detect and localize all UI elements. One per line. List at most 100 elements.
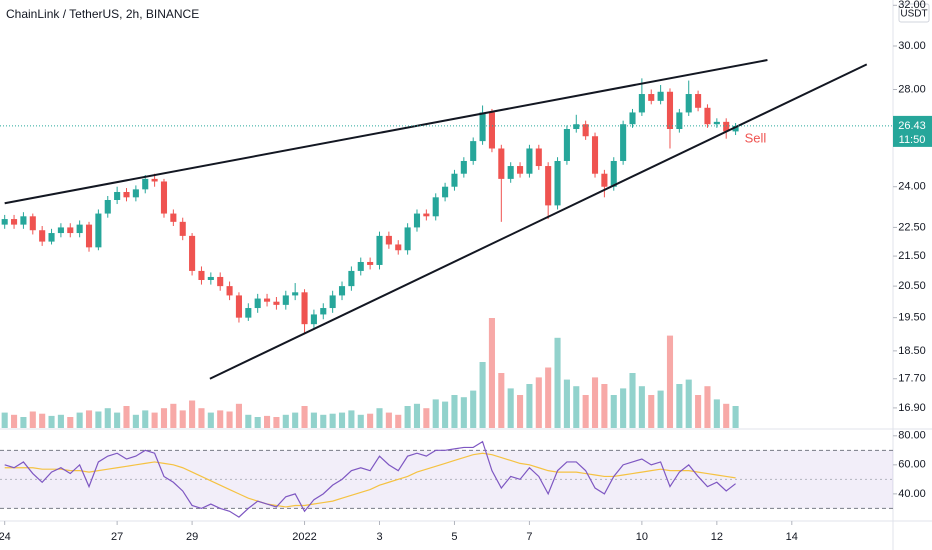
volume-bar bbox=[498, 373, 505, 428]
volume-bar bbox=[264, 415, 271, 428]
volume-bar bbox=[132, 414, 139, 428]
volume-bar bbox=[638, 386, 645, 428]
volume-bar bbox=[507, 388, 514, 428]
trendline bbox=[4, 59, 768, 205]
volume-bar bbox=[189, 400, 196, 428]
volume-bar bbox=[451, 395, 458, 428]
volume-bar bbox=[301, 406, 308, 428]
candle-body bbox=[217, 276, 224, 287]
volume-bar bbox=[367, 413, 374, 428]
candle-body bbox=[357, 261, 364, 271]
last-price-label: 26.43 bbox=[898, 120, 926, 132]
volume-bar bbox=[685, 379, 692, 428]
candle-body bbox=[310, 314, 317, 325]
volume-bar bbox=[695, 395, 702, 428]
candle-body bbox=[620, 124, 627, 161]
candle-body bbox=[451, 173, 458, 187]
volume-bar bbox=[85, 410, 93, 428]
volume-bar bbox=[235, 403, 242, 428]
volume-bar bbox=[292, 412, 299, 428]
volume-bar bbox=[338, 412, 346, 428]
candle-body bbox=[292, 292, 299, 296]
candle-body bbox=[404, 227, 411, 251]
volume-bar bbox=[488, 318, 495, 428]
volume-bar bbox=[676, 384, 683, 428]
candle-body bbox=[76, 224, 83, 234]
volume-bar bbox=[39, 413, 46, 428]
candle-body bbox=[601, 173, 608, 187]
y-tick-label: 20.50 bbox=[898, 280, 926, 292]
candle-body bbox=[488, 112, 495, 149]
volume-bar bbox=[517, 395, 524, 428]
chart-title: ChainLink / TetherUS, 2h, BINANCE bbox=[6, 7, 199, 21]
candle-body bbox=[114, 191, 121, 200]
candle-body bbox=[704, 107, 711, 125]
candle-body bbox=[11, 219, 18, 225]
rsi-tick-label: 60.00 bbox=[898, 459, 926, 471]
y-tick-label: 18.50 bbox=[898, 345, 926, 357]
volume-bar bbox=[160, 408, 168, 428]
candle-body bbox=[685, 94, 692, 113]
x-tick-label: 29 bbox=[186, 531, 198, 543]
candle-body bbox=[151, 178, 158, 182]
currency-box bbox=[898, 3, 930, 23]
candle-body bbox=[695, 94, 702, 108]
volume-bar bbox=[348, 410, 355, 428]
volume-bar bbox=[526, 384, 533, 428]
volume-bar bbox=[123, 406, 130, 428]
x-tick-label: 3 bbox=[376, 531, 382, 543]
candle-body bbox=[563, 129, 570, 161]
volume-bar bbox=[545, 367, 552, 428]
volume-bar bbox=[423, 408, 430, 428]
candle-body bbox=[657, 91, 664, 101]
volume-bar bbox=[535, 377, 542, 428]
candle-body bbox=[160, 181, 168, 214]
x-tick-label: 5 bbox=[451, 531, 457, 543]
volume-bar bbox=[273, 417, 280, 428]
candle-body bbox=[85, 224, 93, 248]
volume-bar bbox=[1, 412, 8, 428]
candle-body bbox=[629, 112, 636, 125]
volume-bar bbox=[657, 390, 664, 428]
candle-body bbox=[367, 261, 374, 265]
candle-body bbox=[582, 124, 589, 137]
volume-bar bbox=[104, 408, 111, 428]
candle-body bbox=[732, 125, 739, 132]
candle-body bbox=[48, 233, 55, 242]
candle-body bbox=[395, 244, 402, 251]
y-tick-label: 32.00 bbox=[898, 0, 926, 11]
candle-body bbox=[498, 148, 505, 179]
candle-body bbox=[470, 141, 477, 161]
volume-bar bbox=[151, 412, 158, 428]
volume-bar bbox=[442, 401, 449, 428]
volume-bar bbox=[610, 395, 617, 428]
volume-bar bbox=[179, 410, 186, 428]
candle-body bbox=[245, 308, 252, 318]
candle-body bbox=[39, 230, 46, 242]
candle-body bbox=[235, 295, 242, 318]
currency-label: USDT bbox=[900, 9, 927, 20]
candle-body bbox=[676, 112, 683, 130]
candle-body bbox=[67, 227, 74, 234]
candle-body bbox=[20, 216, 27, 225]
volume-bar bbox=[20, 417, 27, 428]
last-price-box bbox=[893, 115, 932, 147]
candle-body bbox=[545, 166, 552, 206]
rsi-tick-label: 80.00 bbox=[898, 430, 926, 442]
x-tick-label: 24 bbox=[0, 531, 11, 543]
volume-bar bbox=[460, 397, 467, 428]
volume-bar bbox=[554, 337, 561, 428]
candle-body bbox=[338, 286, 346, 296]
candle-body bbox=[385, 235, 392, 245]
candle-body bbox=[666, 91, 674, 130]
x-tick-label: 7 bbox=[526, 531, 532, 543]
candle-body bbox=[723, 121, 730, 132]
volume-bar bbox=[310, 412, 317, 428]
trendline bbox=[209, 63, 868, 380]
candle-body bbox=[254, 298, 261, 309]
volume-bar bbox=[479, 362, 486, 428]
candle-body bbox=[517, 166, 524, 174]
y-tick-label: 19.50 bbox=[898, 312, 926, 324]
